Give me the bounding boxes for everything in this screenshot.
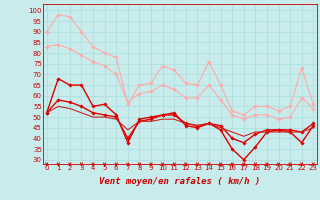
X-axis label: Vent moyen/en rafales ( km/h ): Vent moyen/en rafales ( km/h ) [100,177,260,186]
